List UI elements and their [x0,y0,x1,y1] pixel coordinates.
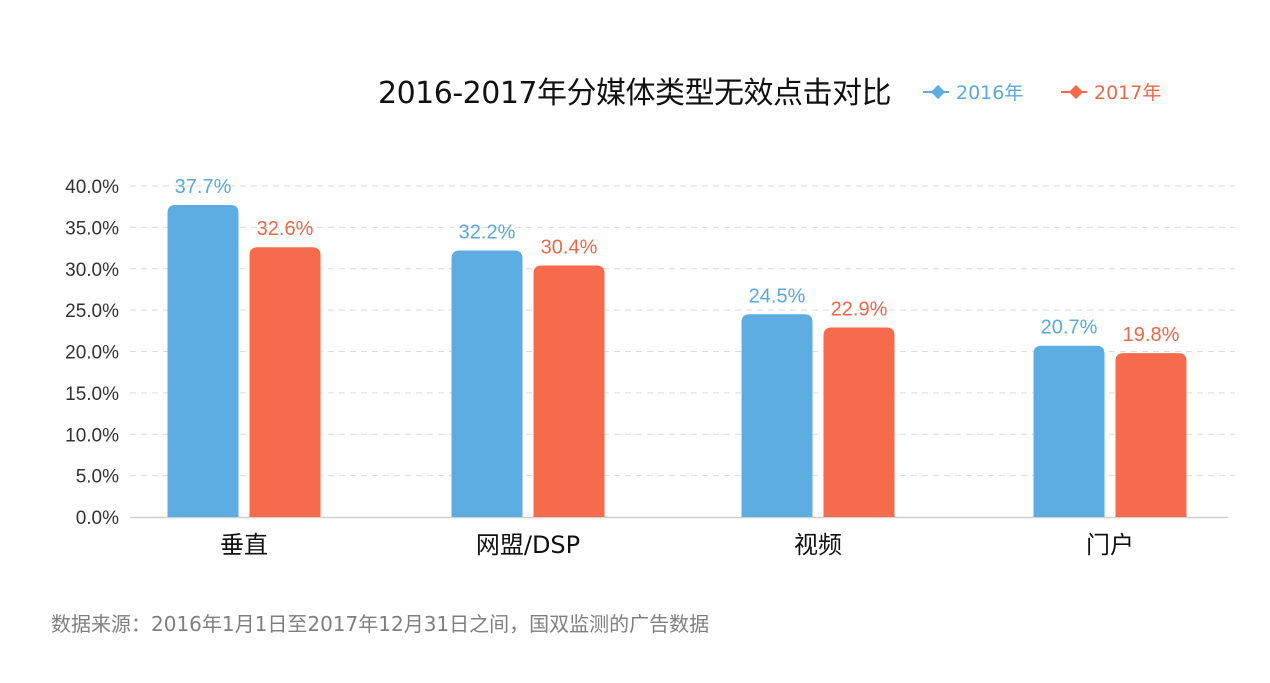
bar-2017 [249,247,321,518]
data-label: 20.7% [1041,317,1098,339]
bar-2016 [451,250,523,518]
y-tick-label: 20.0% [65,343,119,364]
bar-2017 [1115,353,1187,517]
legend-marker-2016-icon [923,79,950,105]
source-note: 数据来源：2016年1月1日至2017年12月31日之间，国双监测的广告数据 [51,612,710,636]
x-category-label: 门户 [1086,531,1134,559]
y-tick-label: 5.0% [76,467,119,488]
data-label: 24.5% [749,285,806,307]
legend-label-2017: 2017年 [1094,82,1162,104]
y-tick-label: 35.0% [65,218,119,239]
data-label: 37.7% [175,176,232,198]
bar-2017 [533,265,605,517]
data-label: 19.8% [1123,324,1180,346]
bar-2016 [1033,345,1105,517]
chart-title: 2016-2017年分媒体类型无效点击对比 [378,76,892,111]
y-tick-label: 25.0% [65,301,119,322]
bar-2016 [741,314,813,517]
legend-item-2017[interactable]: 2017年 [1061,78,1162,105]
x-category-label: 垂直 [220,531,268,559]
x-category-label: 视频 [794,531,842,559]
y-tick-label: 10.0% [65,425,119,446]
data-label: 30.4% [541,236,598,258]
legend-label-2016: 2016年 [956,82,1024,104]
y-tick-label: 40.0% [65,177,119,198]
data-label: 22.9% [831,299,888,321]
data-label: 32.2% [459,222,516,244]
x-category-label: 网盟/DSP [476,531,580,559]
y-tick-label: 30.0% [65,260,119,281]
y-tick-label: 0.0% [76,508,119,529]
legend-item-2016[interactable]: 2016年 [923,78,1024,105]
legend-marker-2017-icon [1061,79,1088,105]
bar-2017 [823,327,895,517]
y-tick-label: 15.0% [65,384,119,405]
data-label: 32.6% [257,218,314,240]
bar-2016 [167,205,239,517]
